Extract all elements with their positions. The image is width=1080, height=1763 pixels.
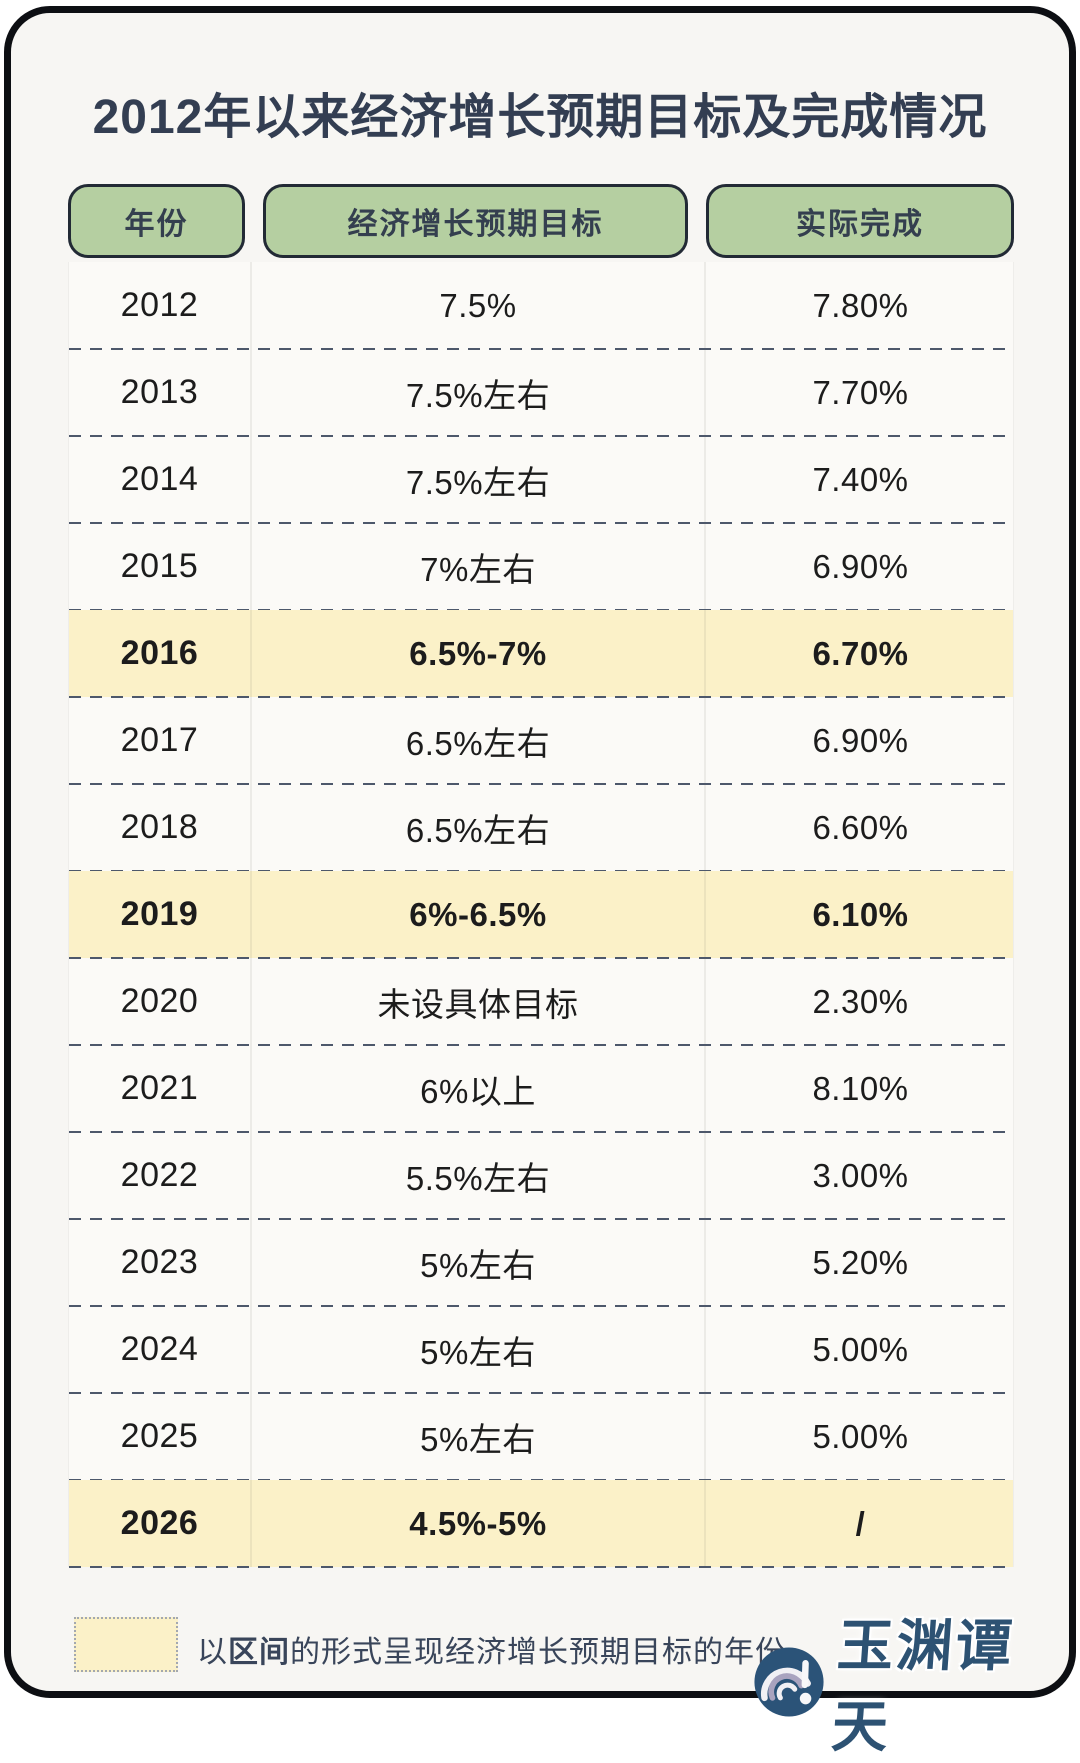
- page-title: 2012年以来经济增长预期目标及完成情况: [92, 91, 988, 144]
- range-highlight-swatch: [74, 1617, 178, 1672]
- actual-cell: 7.80%: [704, 262, 1015, 349]
- year-cell: 2014: [120, 460, 199, 498]
- actual-cell: 6.70%: [704, 610, 1015, 697]
- actual-cell: 6.10%: [704, 871, 1015, 958]
- year-cell: 2016: [120, 634, 199, 672]
- target-cell: 6%-6.5%: [250, 871, 704, 958]
- table-row: 2023 5%左右 5.20%: [69, 1219, 1015, 1307]
- legend-bold-term: 区间: [228, 1636, 290, 1669]
- target-cell: 7%左右: [250, 523, 704, 610]
- legend-prefix: 以: [197, 1636, 228, 1669]
- actual-cell: 6.60%: [704, 784, 1015, 871]
- actual-cell: 6.90%: [704, 697, 1015, 784]
- table-row: 2019 6%-6.5% 6.10%: [69, 871, 1015, 959]
- table-header: 年份 经济增长预期目标 实际完成: [68, 184, 1014, 258]
- table-row: 2017 6.5%左右 6.90%: [69, 697, 1015, 785]
- target-cell: 5%左右: [250, 1306, 704, 1393]
- target-cell: 7.5%: [250, 262, 704, 349]
- year-cell: 2023: [120, 1243, 199, 1281]
- year-cell: 2022: [120, 1156, 199, 1194]
- year-cell: 2018: [120, 808, 199, 846]
- table-row: 2014 7.5%左右 7.40%: [69, 436, 1015, 524]
- table-row: 2024 5%左右 5.00%: [69, 1306, 1015, 1394]
- actual-cell: 5.20%: [704, 1219, 1015, 1306]
- target-cell: 4.5%-5%: [250, 1480, 704, 1567]
- legend-note: 以区间的形式呈现经济增长预期目标的年份: [197, 1627, 786, 1671]
- target-cell: 7.5%左右: [250, 436, 704, 523]
- year-cell: 2019: [120, 895, 199, 933]
- target-cell: 6.5%左右: [250, 697, 704, 784]
- actual-cell: 6.90%: [704, 523, 1015, 610]
- table-row: 2022 5.5%左右 3.00%: [69, 1132, 1015, 1220]
- year-cell: 2013: [120, 373, 199, 411]
- table-row: 2013 7.5%左右 7.70%: [69, 349, 1015, 437]
- legend-suffix: 的形式呈现经济增长预期目标的年份: [290, 1636, 786, 1669]
- target-cell: 5%左右: [250, 1393, 704, 1480]
- target-cell: 6%以上: [250, 1045, 704, 1132]
- table-row: 2012 7.5% 7.80%: [69, 262, 1015, 350]
- target-cell: 5%左右: [250, 1219, 704, 1306]
- brand-name: 玉渊谭天: [829, 1614, 1017, 1758]
- year-cell: 2012: [120, 286, 199, 324]
- infographic-card: 2012年以来经济增长预期目标及完成情况 年份 经济增长预期目标 实际完成 20…: [4, 6, 1076, 1758]
- header-target: 经济增长预期目标: [263, 184, 688, 258]
- actual-cell: 5.00%: [704, 1393, 1015, 1480]
- year-cell: 2017: [120, 721, 199, 759]
- actual-cell: 3.00%: [704, 1132, 1015, 1219]
- table-row: 2016 6.5%-7% 6.70%: [69, 610, 1015, 698]
- table-row: 2020 未设具体目标 2.30%: [69, 958, 1015, 1046]
- actual-cell: 2.30%: [704, 958, 1015, 1045]
- target-cell: 未设具体目标: [250, 958, 704, 1045]
- target-cell: 7.5%左右: [250, 349, 704, 436]
- year-cell: 2021: [120, 1069, 199, 1107]
- actual-cell: 7.70%: [704, 349, 1015, 436]
- header-actual: 实际完成: [706, 184, 1014, 258]
- actual-cell: /: [704, 1480, 1015, 1567]
- target-cell: 6.5%左右: [250, 784, 704, 871]
- year-cell: 2020: [120, 982, 199, 1020]
- year-cell: 2025: [120, 1417, 199, 1455]
- wave-logo-icon: [754, 1647, 824, 1717]
- brand-logo: 玉渊谭天: [753, 1601, 1069, 1763]
- target-cell: 5.5%左右: [250, 1132, 704, 1219]
- table-row: 2018 6.5%左右 6.60%: [69, 784, 1015, 872]
- table-row: 2025 5%左右 5.00%: [69, 1393, 1015, 1481]
- actual-cell: 5.00%: [704, 1306, 1015, 1393]
- year-cell: 2015: [120, 547, 199, 585]
- actual-cell: 8.10%: [704, 1045, 1015, 1132]
- table-body: 2012 7.5% 7.80% 2013 7.5%左右 7.70% 2014 7…: [68, 262, 1015, 1568]
- actual-cell: 7.40%: [704, 436, 1015, 523]
- header-year: 年份: [68, 184, 245, 258]
- growth-target-table: 年份 经济增长预期目标 实际完成 2012 7.5% 7.80% 2013 7.…: [68, 184, 1015, 1568]
- year-cell: 2024: [120, 1330, 199, 1368]
- target-cell: 6.5%-7%: [250, 610, 704, 697]
- table-row: 2015 7%左右 6.90%: [69, 523, 1015, 611]
- table-row: 2026 4.5%-5% /: [69, 1480, 1015, 1568]
- table-row: 2021 6%以上 8.10%: [69, 1045, 1015, 1133]
- year-cell: 2026: [120, 1504, 199, 1542]
